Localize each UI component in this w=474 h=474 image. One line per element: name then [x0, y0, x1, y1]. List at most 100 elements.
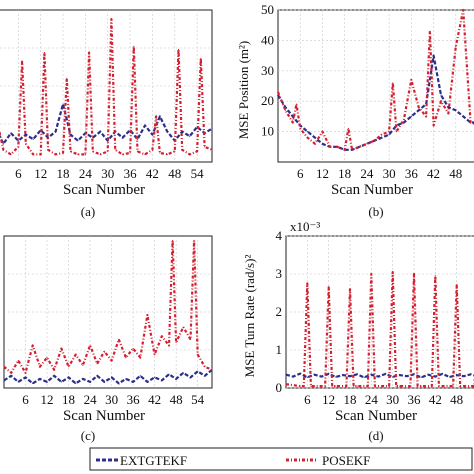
panel-b-x-tick-48: 48 [449, 166, 462, 181]
panel-c-point-posekf-5 [39, 366, 41, 368]
panel-d-point-posekf-4 [310, 385, 312, 387]
panel-b-y-tick-50: 50 [261, 2, 274, 17]
panel-a-point-posekf-4 [21, 61, 23, 63]
panel-d-point-posekf-20 [395, 385, 397, 387]
panel-b-point-posekf-11 [344, 149, 346, 151]
panel-d-point-posekf-27 [434, 275, 436, 277]
panel-b-point-posekf-20 [395, 131, 398, 133]
panel-d-point-posekf-8 [331, 385, 333, 387]
panel-d-point-extgtekf-22 [441, 373, 443, 375]
panel-c-point-posekf-11 [82, 364, 84, 366]
panel-a-point-extgtekf-8 [55, 131, 57, 133]
panel-d-series-posekf [285, 271, 474, 388]
panel-c-point-extgtekf-18 [132, 381, 134, 383]
panel-c-point-extgtekf-9 [68, 376, 70, 378]
panel-b-point-posekf-22 [410, 79, 412, 81]
panel-b-line-extgtekf [277, 54, 474, 151]
panel-d-point-extgtekf-21 [434, 376, 436, 378]
panel-b-y-tick-10: 10 [261, 124, 274, 139]
panel-d-point-extgtekf-15 [392, 376, 394, 378]
panel-a-point-posekf-28 [155, 115, 157, 117]
panel-a-point-posekf-20 [110, 18, 112, 20]
panel-b-point-posekf-6 [307, 137, 309, 139]
panel-b-point-extgtekf-18 [410, 115, 412, 117]
panel-b-point-posekf-17 [381, 134, 383, 136]
panel-a-point-posekf-27 [151, 149, 153, 151]
panel-b-point-posekf-14 [358, 146, 361, 148]
panel-d-point-posekf-24 [417, 385, 419, 387]
panel-c-x-tick-36: 36 [127, 392, 141, 407]
panel-d-y-tick-0: 0 [276, 380, 283, 395]
panel-d-point-posekf-7 [328, 286, 330, 288]
panel-d-x-tick-42: 42 [429, 392, 442, 407]
panel-c-caption: (c) [81, 428, 95, 443]
panel-a-series-extgtekf [0, 103, 213, 145]
panel-c-point-extgtekf-16 [118, 382, 120, 384]
panel-c-point-extgtekf-13 [96, 375, 98, 377]
panel-d-line-extgtekf [285, 372, 474, 379]
panel-a-point-posekf-35 [196, 150, 198, 152]
panel-b-x-axis-label: Scan Number [331, 182, 413, 198]
panel-a-point-extgtekf-21 [151, 134, 153, 136]
panel-b-x-tick-12: 12 [316, 166, 329, 181]
panel-d-point-posekf-30 [452, 385, 454, 387]
panel-c-line-posekf [3, 239, 213, 374]
panel-a-x-tick-36: 36 [124, 166, 138, 181]
panel-c-point-extgtekf-21 [154, 376, 156, 378]
panel-d-point-posekf-10 [345, 385, 347, 387]
panel-a-grid [0, 10, 212, 162]
panel-c-point-posekf-30 [204, 366, 206, 368]
panel-c-x-tick-30: 30 [105, 392, 118, 407]
panel-a: 6 12 18 24 30 36 42 48 54 Scan Number (a) [0, 9, 213, 219]
panel-d-point-extgtekf-2 [299, 373, 301, 375]
panel-d-x-tick-30: 30 [386, 392, 399, 407]
panel-c: 6 12 18 24 30 36 42 48 54 Scan Number (c) [3, 235, 213, 443]
panel-a-point-posekf-29 [159, 152, 161, 154]
panel-b-x-tick-18: 18 [338, 166, 351, 181]
panel-d-point-posekf-9 [335, 385, 337, 387]
panel-c-point-extgtekf-14 [103, 381, 105, 383]
panel-b-x-tick-30: 30 [383, 166, 396, 181]
panel-d-point-extgtekf-5 [321, 376, 323, 378]
panel-c-point-posekf-10 [75, 354, 77, 356]
panel-a-point-extgtekf-23 [166, 131, 168, 133]
panel-c-point-extgtekf-28 [204, 375, 206, 377]
panel-c-point-extgtekf-6 [46, 381, 48, 383]
panel-c-point-extgtekf-5 [39, 378, 41, 380]
panel-b-point-extgtekf-22 [440, 94, 442, 96]
panel-b-point-posekf-30 [462, 9, 464, 11]
panel-c-point-extgtekf-8 [60, 381, 63, 383]
panel-d-x-tick-18: 18 [344, 392, 357, 407]
panel-a-axes [0, 9, 213, 163]
panel-a-point-posekf-38 [211, 149, 213, 151]
panel-d-point-extgtekf-26 [470, 373, 472, 375]
panel-c-point-extgtekf-1 [10, 375, 12, 377]
panel-d-point-extgtekf-1 [292, 376, 294, 378]
panel-c-series-posekf [3, 239, 213, 374]
panel-c-point-posekf-21 [154, 354, 156, 356]
panel-a-point-posekf-23 [129, 152, 131, 154]
panel-d-point-extgtekf-9 [349, 375, 351, 377]
panel-c-point-extgtekf-22 [161, 379, 163, 381]
panel-d-x-tick-36: 36 [408, 392, 422, 407]
panel-b-point-posekf-1 [281, 100, 283, 102]
panel-c-point-posekf-12 [89, 344, 91, 346]
panel-b-point-posekf-4 [295, 103, 298, 105]
panel-c-point-extgtekf-25 [182, 372, 184, 374]
panel-b-point-posekf-8 [321, 131, 323, 133]
panel-a-line-extgtekf [0, 103, 213, 145]
panel-c-series-extgtekf [3, 368, 213, 385]
panel-d-point-posekf-12 [353, 385, 355, 387]
panel-d-point-extgtekf-14 [385, 373, 387, 375]
panel-b-point-posekf-27 [440, 100, 442, 102]
panel-b-point-posekf-18 [388, 131, 390, 133]
panel-d-point-extgtekf-17 [406, 375, 408, 377]
panel-a-point-extgtekf-14 [99, 131, 101, 133]
panel-b-point-extgtekf-23 [447, 106, 449, 108]
panel-d-x-tick-labels: 6 12 18 24 30 36 42 48 [304, 392, 463, 407]
panel-a-point-posekf-36 [200, 58, 202, 60]
panel-c-x-tick-54: 54 [191, 392, 205, 407]
panel-b-point-extgtekf-14 [381, 137, 383, 139]
panel-c-point-posekf-6 [46, 357, 48, 359]
